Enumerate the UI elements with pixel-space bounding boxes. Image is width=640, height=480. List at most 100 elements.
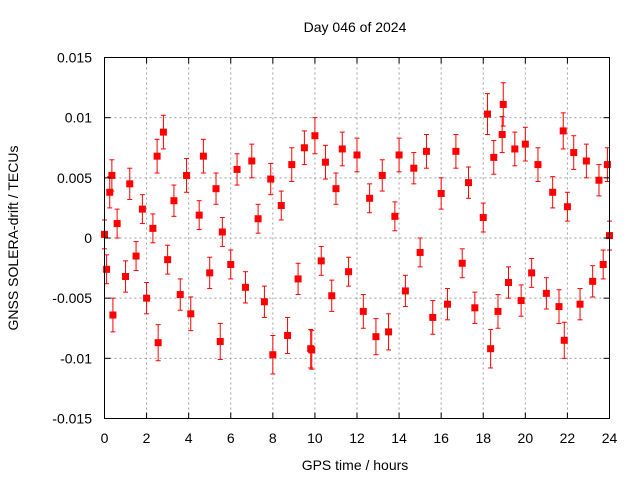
data-point	[391, 212, 399, 220]
data-point	[300, 144, 308, 152]
data-point	[183, 171, 191, 179]
data-point	[570, 149, 578, 157]
data-point	[416, 248, 424, 256]
data-point	[143, 294, 151, 302]
data-point	[563, 203, 571, 211]
data-point	[559, 127, 567, 135]
data-point	[187, 310, 195, 318]
data-point	[241, 283, 249, 291]
data-point	[494, 307, 502, 315]
data-point	[233, 165, 241, 173]
data-point	[603, 161, 611, 169]
data-point	[199, 152, 207, 160]
data-point	[108, 171, 116, 179]
data-point	[317, 257, 325, 265]
data-point	[345, 268, 353, 276]
data-point	[212, 185, 220, 193]
data-point	[338, 145, 346, 153]
data-point	[452, 147, 460, 155]
x-tick-label: 18	[475, 430, 491, 446]
data-point	[465, 179, 473, 187]
data-point	[269, 351, 277, 359]
data-point	[113, 220, 121, 228]
data-point	[589, 277, 597, 285]
data-point	[227, 260, 235, 268]
data-point	[487, 345, 495, 353]
data-point	[521, 140, 529, 148]
data-point	[437, 189, 445, 197]
y-tick-label: 0.005	[57, 170, 92, 186]
data-layer	[101, 82, 613, 375]
data-point	[176, 291, 184, 299]
data-point	[498, 131, 506, 139]
data-point	[277, 202, 285, 210]
data-point	[549, 188, 557, 196]
data-point	[284, 331, 292, 339]
data-point	[378, 171, 386, 179]
x-tick-label: 12	[349, 430, 365, 446]
data-point	[154, 339, 162, 347]
data-point	[195, 211, 203, 219]
data-point	[218, 228, 226, 236]
y-tick-label: 0.015	[57, 50, 92, 66]
y-axis-label: GNSS SOLERA-drift / TECUs	[5, 146, 21, 331]
data-point	[511, 145, 519, 153]
x-tick-label: 8	[269, 430, 277, 446]
data-point	[109, 311, 117, 319]
data-point	[479, 214, 487, 222]
data-point	[170, 197, 178, 205]
x-axis-label: GPS time / hours	[302, 457, 409, 473]
x-tick-label: 24	[602, 430, 618, 446]
data-point	[132, 252, 140, 260]
data-point	[528, 269, 536, 277]
data-point	[517, 297, 525, 305]
data-point	[443, 300, 451, 308]
data-point	[471, 304, 479, 312]
x-tick-label: 16	[433, 430, 449, 446]
data-point	[122, 273, 130, 281]
data-point	[576, 300, 584, 308]
data-point	[311, 132, 319, 140]
data-point	[385, 328, 393, 336]
x-tick-label: 0	[101, 430, 109, 446]
data-point	[410, 164, 418, 172]
data-point	[294, 275, 302, 283]
data-point	[582, 157, 590, 165]
data-point	[328, 292, 336, 300]
data-point	[401, 287, 409, 295]
y-tick-label: -0.01	[60, 350, 92, 366]
data-point	[103, 265, 111, 273]
data-point	[372, 333, 380, 341]
data-point	[321, 158, 329, 166]
x-tick-label: 10	[307, 430, 323, 446]
y-tick-label: 0	[84, 230, 92, 246]
y-tick-label: -0.015	[52, 411, 92, 427]
data-point	[260, 298, 268, 306]
data-point	[308, 346, 316, 354]
data-point	[248, 157, 256, 165]
data-point	[126, 180, 134, 188]
ticks: 0 2 4 6 8 10 12 14 16 18 20 22 24-0.015-0.01-0.00500…	[52, 50, 617, 447]
data-point	[267, 175, 275, 183]
data-point	[206, 269, 214, 277]
x-tick-label: 6	[227, 430, 235, 446]
chart-title: Day 046 of 2024	[304, 19, 407, 35]
data-point	[560, 336, 568, 344]
data-point	[599, 260, 607, 268]
data-point	[288, 161, 296, 169]
data-point	[366, 194, 374, 202]
x-tick-label: 22	[560, 430, 576, 446]
data-point	[490, 153, 498, 161]
data-point	[505, 279, 512, 287]
data-point	[106, 188, 114, 196]
data-point	[359, 307, 367, 315]
data-point	[138, 205, 146, 213]
data-point	[254, 215, 262, 223]
series-SOLERA-drift	[101, 82, 613, 375]
data-point	[164, 256, 172, 264]
x-tick-label: 4	[185, 430, 193, 446]
data-point	[458, 259, 466, 267]
data-point	[395, 151, 403, 159]
data-point	[149, 224, 157, 232]
